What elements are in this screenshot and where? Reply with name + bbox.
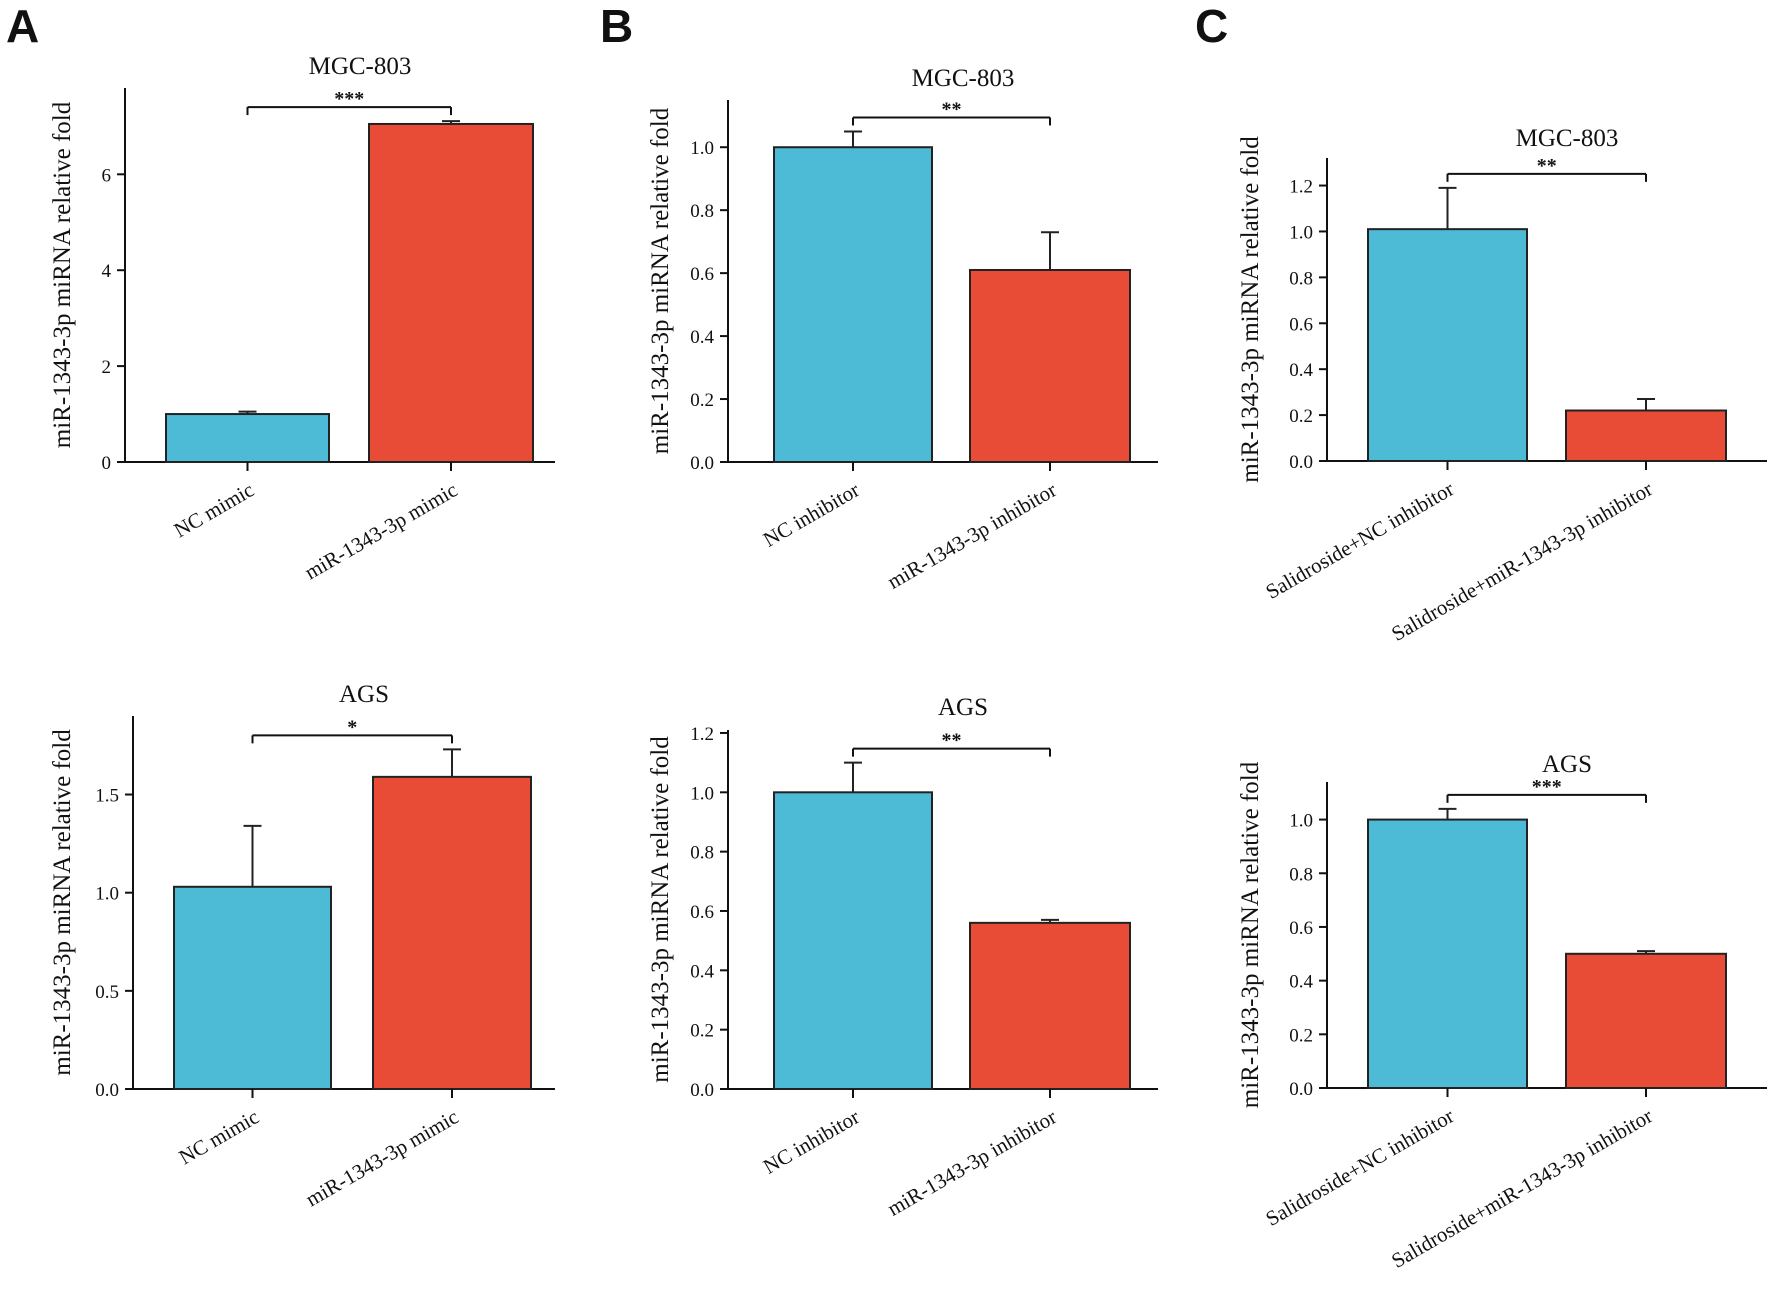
y-tick-label: 1.2 [1289,177,1313,198]
chart-title: MGC-803 [912,65,1015,92]
bar [1367,228,1528,462]
bar [173,885,332,1090]
y-tick-label: 0.5 [95,982,119,1003]
bar [1565,952,1727,1090]
x-category-label: miR-1343-3p inhibitor [883,478,1060,594]
x-category-label: NC inhibitor [759,1105,863,1179]
y-tick-label: 0.0 [95,1080,119,1101]
chart-title: AGS [1542,751,1592,778]
chart-title: MGC-803 [1516,125,1619,152]
chart-title: AGS [938,694,988,721]
bar [773,791,933,1090]
chart-2: MGC-803 miR-1343-3p miRNA relative fold 0.… [647,65,1158,594]
y-axis-label: miR-1343-3p miRNA relative fold [647,736,674,1083]
chart-3: MGC-803 miR-1343-3p miRNA relative fold 0.… [1237,125,1767,646]
bar [165,413,330,463]
y-tick-label: 0.4 [1289,360,1313,381]
x-category-label: NC inhibitor [759,478,863,552]
bar [969,268,1131,463]
y-tick-label: 1.0 [1289,811,1313,832]
y-axis-label: miR-1343-3p miRNA relative fold [1237,136,1264,483]
y-tick-label: 0.8 [1289,268,1313,289]
y-axis-label: miR-1343-3p miRNA relative fold [647,107,674,454]
chart-title: MGC-803 [309,53,412,80]
y-tick-label: 1.0 [1289,222,1313,243]
significance-stars: *** [334,88,364,110]
y-tick-label: 0.2 [690,1021,714,1042]
y-tick-label: 0.2 [690,390,714,411]
x-category-label: NC mimic [175,1105,263,1170]
y-tick-label: 0.8 [690,201,714,222]
y-axis-label: miR-1343-3p miRNA relative fold [49,101,76,448]
chart-1: MGC-803 miR-1343-3p miRNA relative fold 0 2… [49,53,555,584]
significance-stars: *** [1532,776,1562,798]
bar [969,921,1131,1091]
x-category-label: miR-1343-3p mimic [300,478,461,585]
panel-letter-b: B [600,0,633,52]
y-tick-label: 0.6 [690,902,714,923]
y-tick-label: 0.0 [690,1080,714,1101]
y-axis-label: miR-1343-3p miRNA relative fold [1237,761,1264,1108]
y-tick-label: 2 [102,357,112,378]
chart-4: AGS miR-1343-3p miRNA relative fold 0.0 0.5… [49,681,555,1211]
panel-letter-a: A [6,0,39,52]
significance-stars: ** [1537,155,1557,177]
y-tick-label: 0.8 [1289,864,1313,885]
x-category-label: Salidroside+NC inhibitor [1261,477,1458,604]
y-tick-label: 0.6 [690,264,714,285]
y-tick-label: 0.0 [690,453,714,474]
y-tick-label: 0.2 [1289,1025,1313,1046]
y-tick-label: 0.6 [1289,918,1313,939]
y-tick-label: 1.0 [95,884,119,905]
y-tick-label: 0.0 [1289,1079,1313,1100]
bar [372,775,532,1091]
y-tick-label: 6 [102,165,112,186]
x-category-label: NC mimic [170,478,258,543]
y-tick-label: 0.4 [690,961,714,982]
y-tick-label: 1.0 [690,138,714,159]
significance-stars: ** [942,98,962,120]
y-tick-label: 4 [102,261,112,282]
chart-title: AGS [339,681,389,708]
x-category-label: Salidroside+NC inhibitor [1261,1104,1458,1231]
panel-letter-c: C [1195,0,1228,52]
bar [1367,818,1528,1089]
chart-6: AGS miR-1343-3p miRNA relative fold 0.0 0.2… [1237,751,1767,1273]
y-tick-label: 1.0 [690,783,714,804]
y-tick-label: 1.2 [690,724,714,745]
significance-stars: ** [942,730,962,752]
chart-5: AGS miR-1343-3p miRNA relative fold 0.0 0.2… [647,694,1158,1221]
y-tick-label: 0.6 [1289,314,1313,335]
significance-stars: * [347,716,357,738]
y-tick-label: 0.4 [690,327,714,348]
bar [1565,409,1727,462]
y-axis-label: miR-1343-3p miRNA relative fold [49,729,76,1076]
y-tick-label: 0 [102,453,112,474]
y-tick-label: 1.5 [95,786,119,807]
y-tick-label: 0.4 [1289,972,1313,993]
x-category-label: miR-1343-3p inhibitor [883,1105,1060,1221]
y-tick-label: 0.0 [1289,452,1313,473]
bar [773,146,933,464]
y-tick-label: 0.2 [1289,406,1313,427]
x-category-label: miR-1343-3p mimic [301,1105,462,1212]
bar [368,122,534,463]
y-tick-label: 0.8 [690,843,714,864]
